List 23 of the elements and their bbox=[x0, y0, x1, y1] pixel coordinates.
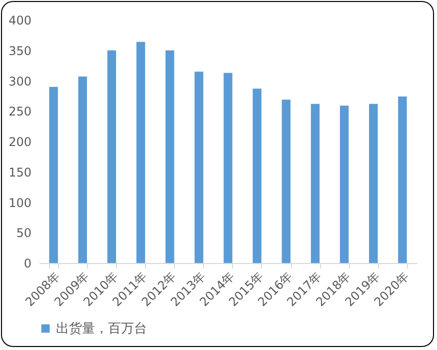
bar bbox=[78, 76, 87, 263]
bar bbox=[252, 88, 262, 263]
y-tick-label: 100 bbox=[8, 196, 32, 210]
bar bbox=[49, 86, 58, 263]
bar bbox=[136, 42, 146, 263]
bar bbox=[369, 104, 378, 263]
y-tick-label: 400 bbox=[8, 14, 32, 28]
y-tick-label: 300 bbox=[8, 74, 32, 88]
bar bbox=[194, 72, 204, 263]
y-tick-label: 50 bbox=[16, 226, 32, 240]
y-tick-label: 0 bbox=[24, 256, 32, 270]
y-tick-label: 200 bbox=[8, 135, 32, 149]
y-tick-label: 150 bbox=[8, 165, 32, 180]
bar bbox=[340, 106, 349, 263]
bar bbox=[224, 72, 232, 263]
legend-label: 出货量，百万台 bbox=[56, 322, 147, 336]
y-tick-label: 350 bbox=[8, 44, 32, 58]
bar bbox=[165, 50, 174, 263]
bar bbox=[310, 104, 320, 263]
bar bbox=[107, 50, 116, 263]
bar bbox=[282, 100, 291, 263]
bar bbox=[398, 96, 407, 263]
y-tick-label: 250 bbox=[8, 104, 32, 119]
